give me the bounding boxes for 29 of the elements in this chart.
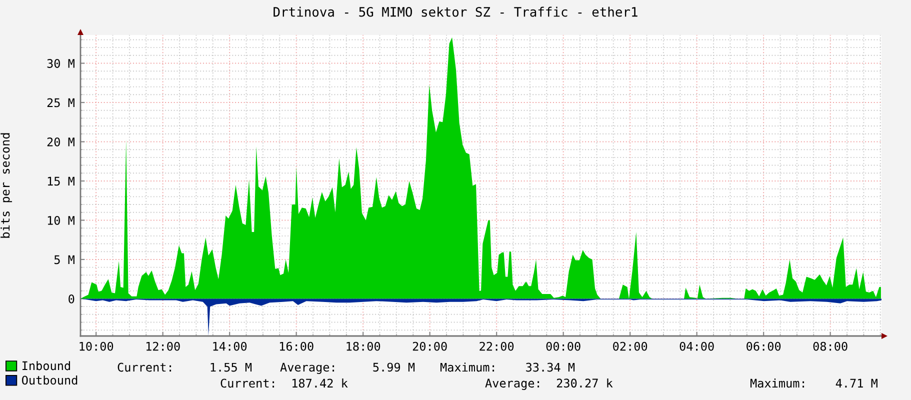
y-tick-label: 0 xyxy=(68,294,74,304)
y-tick-label: 10 M xyxy=(48,216,74,225)
x-tick-label: 00:00 xyxy=(546,342,580,351)
x-tick-label: 10:00 xyxy=(80,342,114,351)
x-tick-label: 12:00 xyxy=(146,342,180,351)
x-tick-label: 06:00 xyxy=(746,342,781,351)
x-tick-label: 18:00 xyxy=(346,342,380,351)
text: Current: 187.42 k xyxy=(220,378,348,388)
y-tick-label: 15 M xyxy=(48,176,74,186)
chart-title: Drtinova - 5G MIMO sektor SZ - Traffic - ether1 xyxy=(274,6,638,17)
y-axis-title: bits per second xyxy=(0,133,12,238)
text: Average: 230.27 k xyxy=(485,378,613,390)
text: Maximum: 4.71 M xyxy=(750,378,878,388)
text: Average: 5.99 M xyxy=(280,362,415,374)
legend-label: Inbound xyxy=(22,361,70,370)
text: Current: 1.55 M xyxy=(118,362,252,372)
x-tick-label: 22:00 xyxy=(480,342,514,351)
x-tick-label: 20:00 xyxy=(412,342,447,351)
y-tick-label: 25 M xyxy=(47,98,74,108)
x-tick-label: 04:00 xyxy=(680,342,714,351)
x-tick-label: 02:00 xyxy=(613,342,648,351)
x-tick-label: 14:00 xyxy=(213,342,247,351)
legend-label: Outbound xyxy=(22,376,78,385)
x-tick-label: 08:00 xyxy=(813,342,848,351)
y-tick-label: 5 M xyxy=(54,255,74,264)
text: Maximum: 33.34 M xyxy=(440,362,575,372)
y-tick-label: 30 M xyxy=(47,59,74,68)
x-tick-label: 16:00 xyxy=(280,342,314,351)
y-tick-label: 20 M xyxy=(47,138,74,146)
